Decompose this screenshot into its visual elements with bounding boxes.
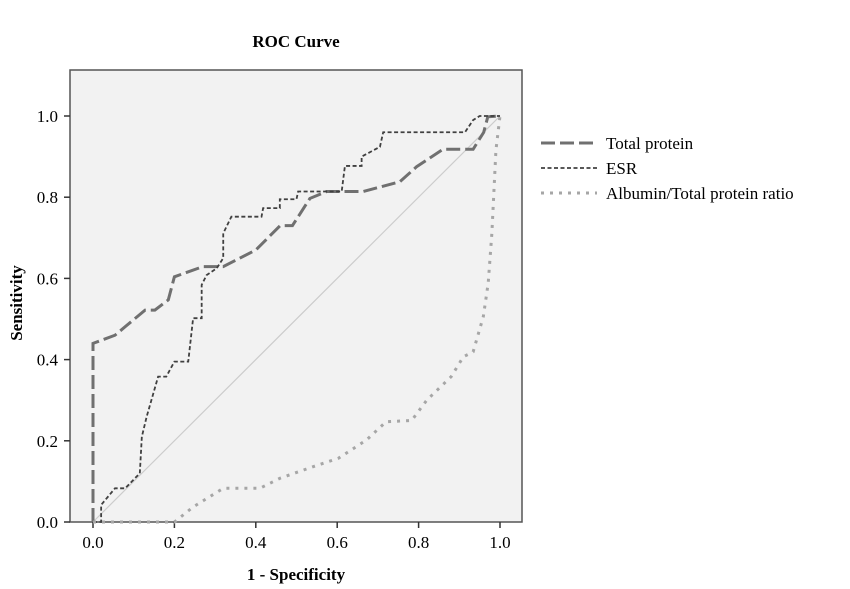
chart-title: ROC Curve — [252, 32, 340, 51]
legend-label-2: Albumin/Total protein ratio — [606, 184, 794, 203]
legend-label-0: Total protein — [606, 134, 694, 153]
x-tick-label: 0.0 — [82, 533, 103, 552]
reference-diagonal-line — [92, 115, 501, 523]
x-tick-label: 0.6 — [327, 533, 348, 552]
y-tick-label: 0.4 — [37, 351, 59, 370]
x-tick-label: 0.2 — [164, 533, 185, 552]
y-tick-label: 0.2 — [37, 432, 58, 451]
y-axis-label: Sensitivity — [7, 265, 26, 341]
series-line-1 — [93, 115, 500, 523]
series-line-2 — [93, 115, 502, 524]
x-tick-label: 0.8 — [408, 533, 429, 552]
x-axis-label: 1 - Specificity — [247, 565, 346, 584]
series-line-0 — [91, 114, 501, 522]
y-tick-label: 0.8 — [37, 188, 58, 207]
y-tick-label: 0.0 — [37, 513, 58, 532]
y-tick-label: 1.0 — [37, 107, 58, 126]
legend-label-1: ESR — [606, 159, 638, 178]
y-tick-label: 0.6 — [37, 269, 58, 288]
plot-area — [69, 69, 523, 523]
x-tick-label: 1.0 — [489, 533, 510, 552]
x-tick-label: 0.4 — [245, 533, 267, 552]
